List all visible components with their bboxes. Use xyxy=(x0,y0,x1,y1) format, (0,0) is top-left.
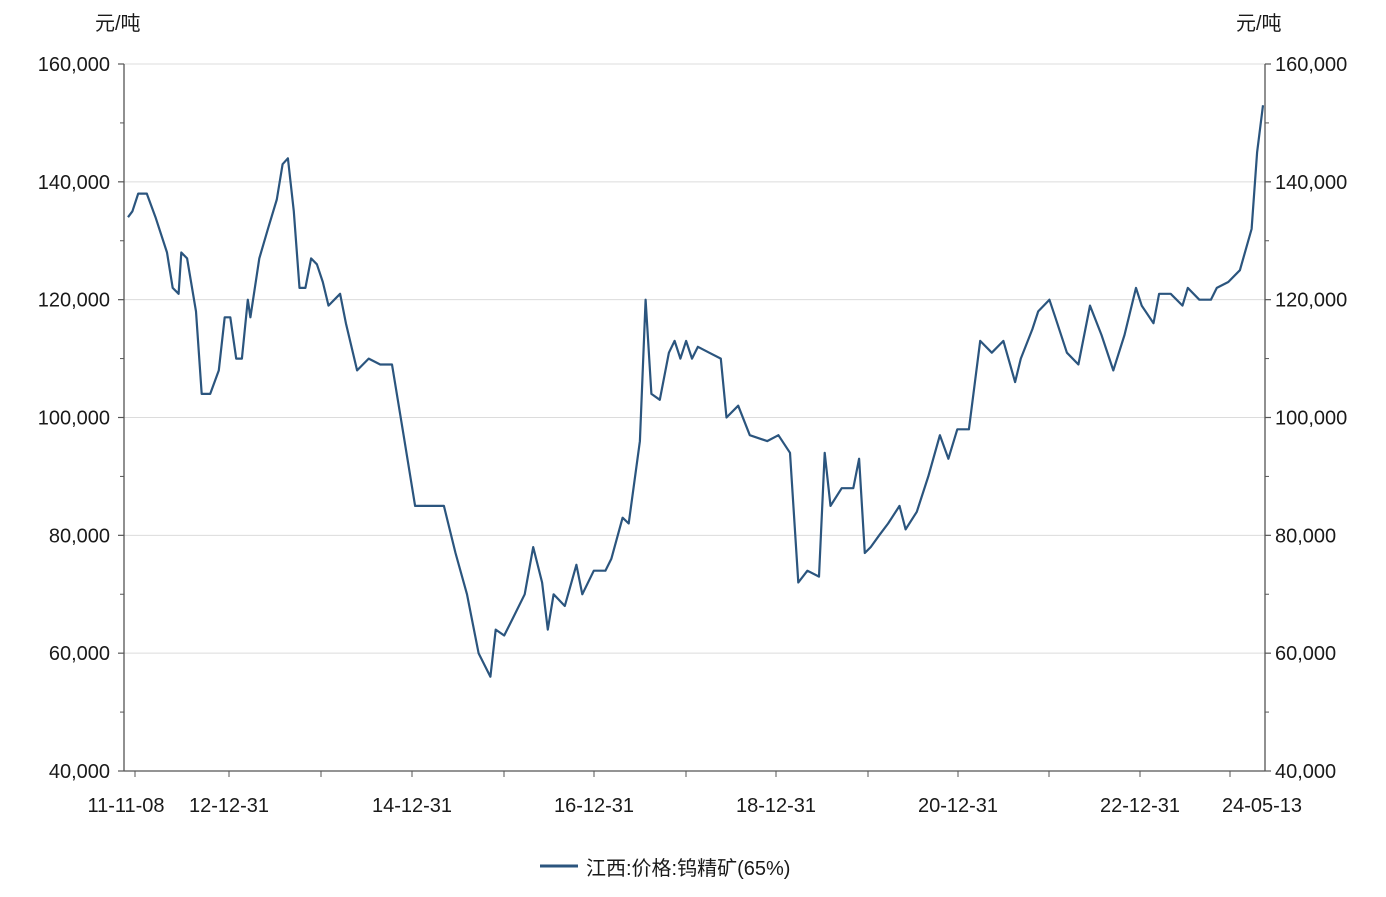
y-tick-label-right: 60,000 xyxy=(1275,643,1336,665)
y-tick-label-right: 120,000 xyxy=(1275,290,1347,312)
y-tick-label-left: 140,000 xyxy=(38,172,110,194)
y-tick-label-right: 40,000 xyxy=(1275,761,1336,783)
y-tick-label-right: 80,000 xyxy=(1275,525,1336,547)
x-tick-label: 11-11-08 xyxy=(87,795,164,817)
x-tick-label: 12-12-31 xyxy=(189,795,269,817)
x-tick-label: 18-12-31 xyxy=(736,795,816,817)
x-tick-label: 24-05-13 xyxy=(1222,795,1302,817)
legend: 江西:价格:钨精矿(65%) xyxy=(540,857,790,880)
y-tick-label-left: 160,000 xyxy=(38,54,110,76)
series-line-tungsten-price xyxy=(127,105,1265,678)
y-tick-label-left: 80,000 xyxy=(49,525,110,547)
right-axis-unit-label: 元/吨 xyxy=(1236,12,1282,35)
x-tick-label: 22-12-31 xyxy=(1100,795,1180,817)
x-tick-label: 16-12-31 xyxy=(554,795,634,817)
y-tick-label-right: 140,000 xyxy=(1275,172,1347,194)
y-tick-label-left: 60,000 xyxy=(49,643,110,665)
x-tick-label: 14-12-31 xyxy=(372,795,452,817)
x-tick-label: 20-12-31 xyxy=(918,795,998,817)
y-tick-label-left: 120,000 xyxy=(38,290,110,312)
left-axis-unit-label: 元/吨 xyxy=(95,12,141,35)
y-tick-label-left: 100,000 xyxy=(38,408,110,430)
y-tick-label-left: 40,000 xyxy=(49,761,110,783)
legend-label: 江西:价格:钨精矿(65%) xyxy=(586,857,790,880)
y-tick-label-right: 100,000 xyxy=(1275,408,1347,430)
y-tick-label-right: 160,000 xyxy=(1275,54,1347,76)
